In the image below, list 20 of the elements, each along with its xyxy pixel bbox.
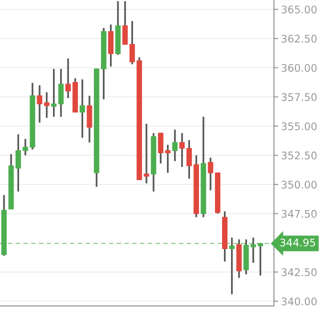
y-tick-label: 360.00 — [282, 64, 317, 72]
candlestick — [172, 128, 178, 162]
candlestick — [208, 156, 214, 192]
candlestick — [229, 236, 235, 296]
candlestick — [80, 78, 86, 139]
candlestick — [51, 68, 57, 118]
y-tick-label: 340.00 — [282, 297, 317, 306]
y-tick-label: 365.00 — [282, 6, 317, 14]
y-tick-label: 352.50 — [282, 152, 317, 160]
y-tick-label: 362.50 — [282, 34, 317, 43]
ref-line-label: 344.95 — [280, 238, 316, 246]
y-tick-label: 350.00 — [282, 180, 317, 189]
y-tick-label: 347.50 — [282, 210, 317, 218]
y-tick-label: 357.50 — [282, 93, 317, 102]
y-tick-label: 355.00 — [282, 122, 317, 130]
candlestick — [86, 94, 92, 144]
candlestick — [58, 68, 64, 118]
candlestick — [108, 24, 114, 68]
candlestick — [179, 132, 185, 168]
y-tick-label: 342.50 — [282, 268, 317, 276]
